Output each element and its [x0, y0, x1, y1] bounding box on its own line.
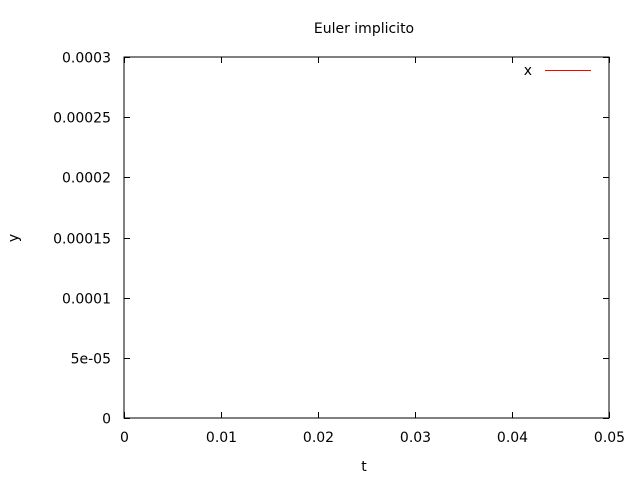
y-tick-label: 0.0003 — [62, 51, 111, 67]
x-tick-label: 0.03 — [400, 430, 431, 446]
x-tick-label: 0.05 — [594, 430, 625, 446]
y-tick-label: 0.00015 — [53, 232, 111, 248]
plot-frame — [123, 56, 610, 419]
y-tick-label: 0.0002 — [62, 171, 111, 187]
x-tick-label: 0 — [120, 430, 129, 446]
plot-border — [123, 56, 610, 419]
x-ticks: 0 0.01 0.02 0.03 0.04 0.05 — [120, 57, 625, 446]
legend-entry-label: x — [524, 63, 532, 79]
legend: x — [524, 63, 591, 79]
y-tick-label: 0.00025 — [53, 111, 111, 127]
y-axis-label: y — [6, 234, 22, 242]
x-tick-label: 0.01 — [206, 430, 237, 446]
y-tick-label: 5e-05 — [71, 352, 111, 368]
y-ticks: 0 5e-05 0.0001 0.00015 0.0002 0.00025 0.0003 — [53, 51, 609, 428]
y-tick-label: 0 — [102, 412, 111, 428]
chart-title: Euler implicito — [314, 21, 414, 37]
y-tick-label: 0.0001 — [62, 292, 111, 308]
x-axis-label: t — [361, 459, 367, 475]
x-tick-label: 0.02 — [303, 430, 334, 446]
x-tick-label: 0.04 — [497, 430, 528, 446]
